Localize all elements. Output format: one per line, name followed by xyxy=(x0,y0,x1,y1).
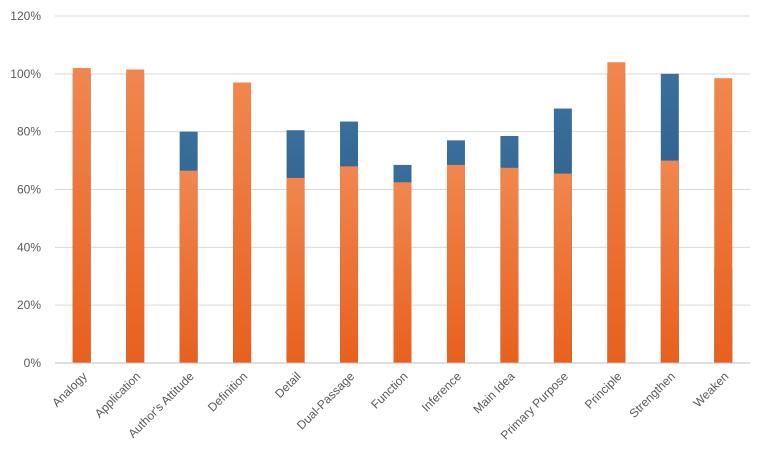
x-tick-label: Principle xyxy=(582,369,625,412)
x-tick-label: Weaken xyxy=(691,369,732,410)
bar-series-2 xyxy=(714,78,733,363)
x-tick-label: Analogy xyxy=(49,369,90,410)
bar-series-2 xyxy=(660,160,679,363)
bar-series-2 xyxy=(72,68,91,364)
x-tick-label: Main Idea xyxy=(470,369,517,416)
bar-series-2 xyxy=(126,69,145,363)
bar-series-2 xyxy=(446,164,465,363)
x-tick-label: Inference xyxy=(419,369,465,415)
y-tick-label: 120% xyxy=(10,9,41,23)
x-tick-label: Function xyxy=(368,369,410,411)
y-tick-label: 100% xyxy=(10,67,41,81)
x-tick-label: Application xyxy=(92,369,143,420)
y-tick-label: 0% xyxy=(24,356,42,370)
y-tick-label: 80% xyxy=(17,125,41,139)
x-tick-label: Dual-Passage xyxy=(294,369,357,432)
y-axis: 0% 20% 40% 60% 80% 100% 120% xyxy=(10,9,41,370)
bar-series-2 xyxy=(393,182,412,363)
y-tick-label: 60% xyxy=(17,183,41,197)
bar-series-2 xyxy=(340,166,359,363)
bar-series-2 xyxy=(500,167,519,363)
bar-series-2 xyxy=(286,177,305,363)
bar-series-2 xyxy=(553,173,572,363)
bars xyxy=(72,62,733,364)
bar-series-2 xyxy=(233,82,252,363)
bar-series-2 xyxy=(607,62,626,364)
y-tick-label: 40% xyxy=(17,240,41,254)
x-tick-label: Strengthen xyxy=(627,369,678,420)
bar-series-2 xyxy=(179,170,198,363)
y-tick-label: 20% xyxy=(17,298,41,312)
x-tick-label: Detail xyxy=(272,369,304,401)
x-tick-label: Definition xyxy=(205,369,250,414)
